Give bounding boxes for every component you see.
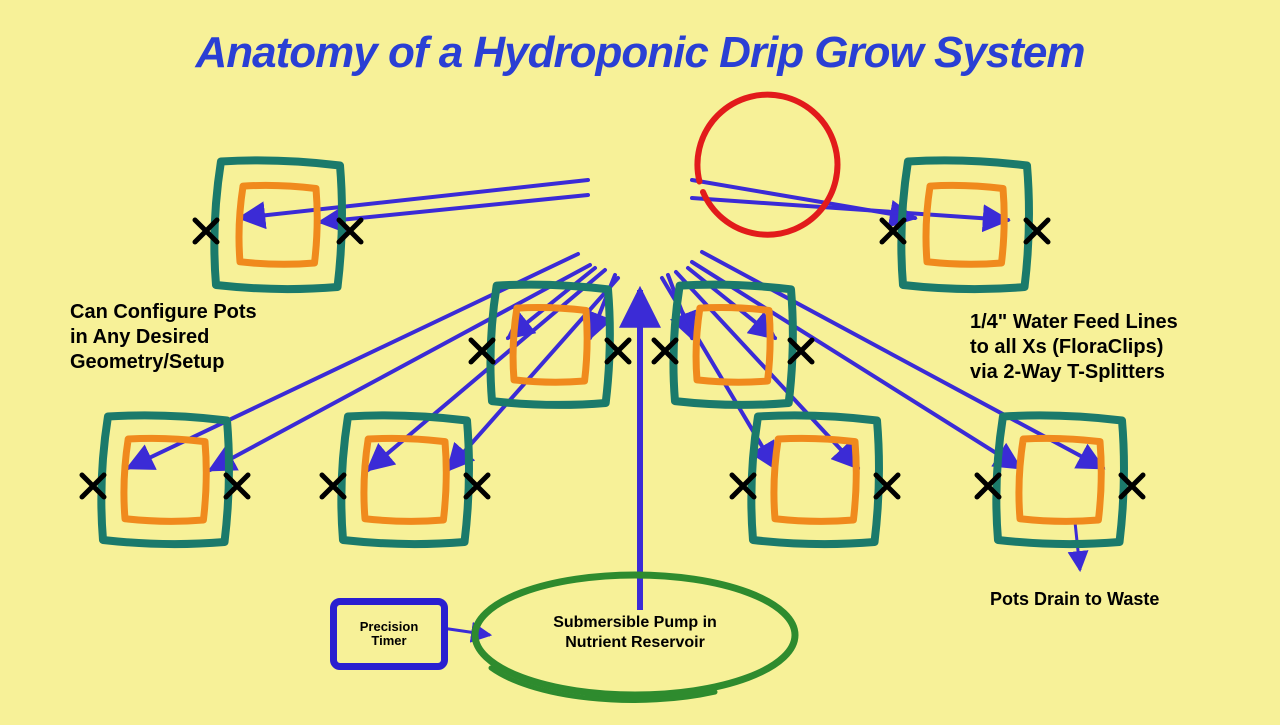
diagram-title: Anatomy of a Hydroponic Drip Grow System bbox=[0, 28, 1280, 78]
label-drain: Pots Drain to Waste bbox=[990, 588, 1159, 611]
timer-label: Precision Timer bbox=[360, 620, 419, 649]
label-configure: Can Configure Pots in Any Desired Geomet… bbox=[70, 300, 257, 375]
diagram-canvas: Anatomy of a Hydroponic Drip Grow System… bbox=[0, 0, 1280, 725]
label-reservoir: Submersible Pump in Nutrient Reservoir bbox=[495, 613, 775, 653]
precision-timer-box: Precision Timer bbox=[330, 598, 448, 670]
label-feedlines: 1/4" Water Feed Lines to all Xs (FloraCl… bbox=[970, 310, 1178, 385]
